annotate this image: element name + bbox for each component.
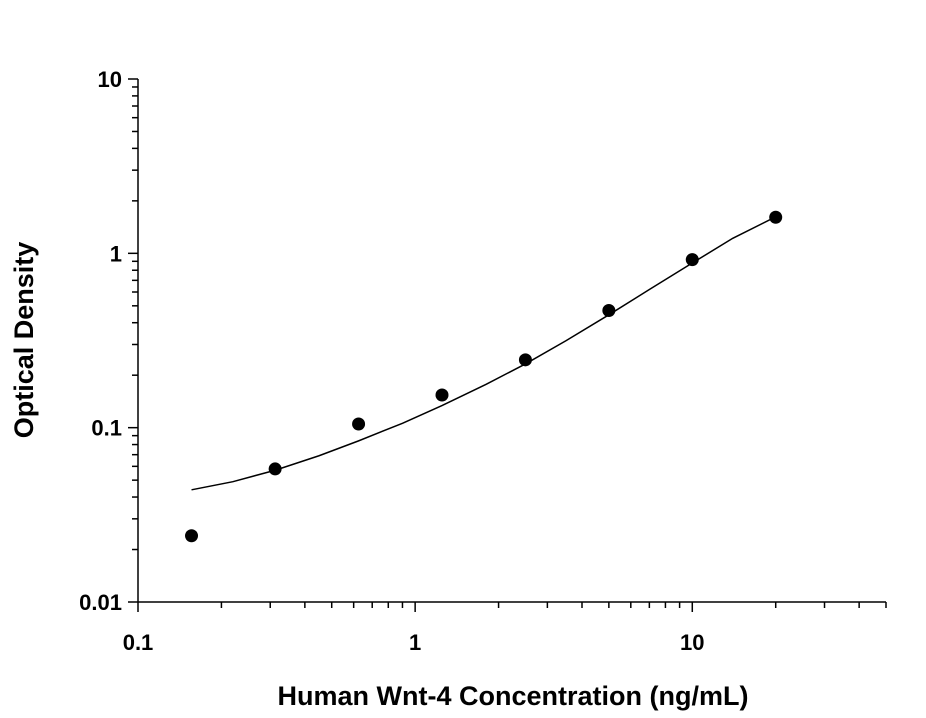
fit-curve (191, 216, 777, 491)
data-point (685, 253, 699, 267)
data-point (352, 417, 366, 431)
data-point (435, 388, 449, 402)
ticks (128, 78, 887, 612)
axes (137, 79, 886, 603)
fit-curve-layer (191, 216, 777, 491)
data-point (518, 353, 532, 367)
y-tick-label: 10 (98, 67, 122, 92)
x-tick-label: 1 (409, 630, 421, 655)
y-axis-title: Optical Density (9, 242, 39, 439)
data-point (268, 462, 282, 476)
x-axis-title: Human Wnt-4 Concentration (ng/mL) (278, 681, 749, 711)
data-point (769, 210, 783, 224)
x-tick-label: 10 (680, 630, 704, 655)
x-tick-label: 0.1 (123, 630, 154, 655)
data-point (602, 303, 616, 317)
data-point (185, 529, 199, 543)
y-tick-label: 0.1 (91, 416, 122, 441)
data-points (185, 210, 783, 543)
y-tick-label: 1 (110, 241, 122, 266)
y-tick-label: 0.01 (79, 590, 122, 615)
